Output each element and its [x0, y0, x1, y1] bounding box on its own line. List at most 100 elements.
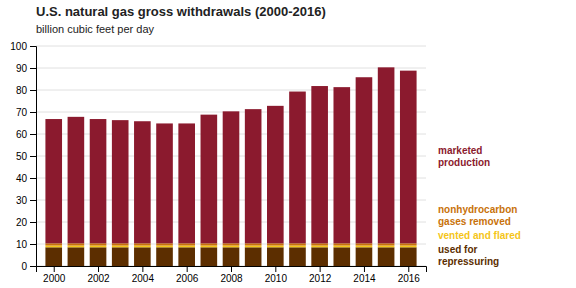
legend: used forrepressuring vented and flared non… — [438, 145, 521, 267]
bar — [45, 247, 62, 266]
bar — [178, 243, 195, 245]
y-tick-mark — [30, 90, 36, 91]
bar — [223, 111, 240, 243]
y-axis: 0102030405060708090100 — [10, 41, 36, 272]
bar — [156, 243, 173, 245]
bar — [311, 247, 328, 266]
bar — [156, 123, 173, 243]
y-tick-mark — [30, 244, 36, 245]
bar — [201, 115, 218, 244]
x-tick-mark — [408, 266, 409, 272]
x-tick: 2016 — [398, 266, 421, 284]
y-tick-label: 0 — [21, 261, 27, 272]
x-tick: 2004 — [132, 266, 155, 284]
x-tick-label: 2016 — [398, 273, 421, 284]
bar — [112, 120, 129, 243]
series — [45, 243, 416, 245]
y-tick-label: 40 — [16, 173, 28, 184]
bar — [201, 247, 218, 266]
legend-label: nonhydrocarbongases removed — [438, 204, 517, 227]
y-tick: 80 — [16, 85, 36, 96]
x-tick-label: 2002 — [87, 273, 110, 284]
bar — [68, 247, 85, 266]
bar — [356, 243, 373, 245]
x-tick: 2010 — [265, 266, 288, 284]
x-tick-mark — [231, 266, 232, 272]
legend-label: used forrepressuring — [438, 244, 499, 267]
y-tick-mark — [30, 134, 36, 135]
bar — [378, 243, 395, 245]
x-tick-mark — [187, 266, 188, 272]
x-tick-mark — [98, 266, 99, 272]
bar — [356, 246, 373, 248]
bar — [223, 243, 240, 245]
legend-label: vented and flared — [438, 230, 521, 241]
y-tick-mark — [30, 222, 36, 223]
x-tick: 2000 — [43, 266, 66, 284]
bar — [378, 247, 395, 266]
bar — [156, 246, 173, 248]
bar — [68, 243, 85, 245]
bar — [112, 246, 129, 248]
grid-line — [36, 68, 426, 69]
bar — [134, 121, 151, 243]
bar — [333, 87, 350, 243]
legend-label-line: vented and flared — [438, 230, 521, 241]
y-tick: 0 — [21, 261, 36, 272]
bar — [333, 246, 350, 248]
y-tick: 100 — [10, 41, 36, 52]
chart: U.S. natural gas gross withdrawals (2000… — [0, 0, 576, 288]
x-tick-mark — [142, 266, 143, 272]
y-tick-label: 80 — [16, 85, 28, 96]
y-tick: 20 — [16, 217, 36, 228]
x-tick: 2002 — [87, 266, 110, 284]
bar — [68, 246, 85, 248]
y-tick-mark — [30, 68, 36, 69]
y-tick-mark — [30, 46, 36, 47]
bar — [134, 247, 151, 266]
bar — [333, 243, 350, 245]
bar — [45, 246, 62, 248]
series — [45, 67, 416, 243]
y-tick-mark — [30, 156, 36, 157]
bar — [45, 243, 62, 245]
x-tick: 2006 — [176, 266, 199, 284]
y-tick: 90 — [16, 63, 36, 74]
y-tick-mark — [30, 112, 36, 113]
y-tick-label: 10 — [16, 239, 28, 250]
y-tick-label: 20 — [16, 217, 28, 228]
bar — [178, 123, 195, 243]
x-tick-mark — [275, 266, 276, 272]
x-tick-mark — [320, 266, 321, 272]
y-tick: 60 — [16, 129, 36, 140]
bar — [90, 119, 107, 243]
series — [45, 246, 416, 248]
bar — [356, 247, 373, 266]
y-tick-label: 50 — [16, 151, 28, 162]
x-tick-label: 2010 — [265, 273, 288, 284]
x-tick-label: 2012 — [309, 273, 332, 284]
y-tick-label: 70 — [16, 107, 28, 118]
bar — [245, 109, 262, 243]
bar — [201, 243, 218, 245]
bar — [223, 246, 240, 248]
bar — [356, 77, 373, 243]
y-tick-label: 100 — [10, 41, 27, 52]
legend-label-line: nonhydrocarbon — [438, 204, 517, 215]
bar — [223, 247, 240, 266]
y-tick-mark — [30, 200, 36, 201]
series — [45, 247, 416, 266]
legend-label-line: marketed — [438, 145, 482, 156]
grid-line — [36, 46, 426, 47]
bar — [378, 67, 395, 243]
bar — [245, 246, 262, 248]
bar — [289, 92, 306, 244]
x-axis: 200020022004200620082010201220142016 — [37, 266, 427, 284]
bar — [289, 246, 306, 248]
bar — [311, 243, 328, 245]
plot: 2000200220042006200820102012201420160102… — [10, 41, 426, 284]
y-tick: 40 — [16, 173, 36, 184]
legend-label: marketedproduction — [438, 145, 490, 168]
bar — [333, 247, 350, 266]
legend-label-line: production — [438, 157, 490, 168]
